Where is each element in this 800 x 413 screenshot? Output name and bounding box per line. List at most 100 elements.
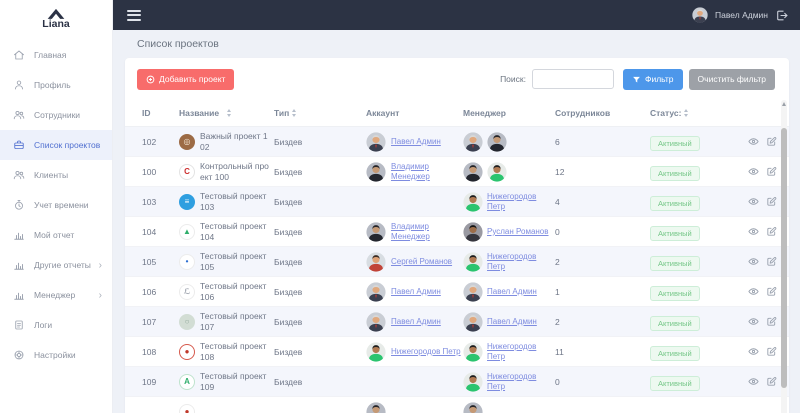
edit-icon[interactable] [766,196,777,207]
edit-icon[interactable] [766,136,777,147]
add-project-button[interactable]: Добавить проект [137,68,235,90]
actions-cell [735,196,789,207]
scroll-up-icon[interactable] [781,102,786,106]
project-name-cell: C Контрольный проект 100 [179,161,274,182]
column-header[interactable]: Название [179,108,274,118]
home-icon [13,49,25,61]
sidebar-item-settings[interactable]: Настройки [0,340,112,370]
edit-icon[interactable] [766,166,777,177]
account-cell: Владимир Менеджер [366,162,463,182]
search-input[interactable] [531,69,614,89]
project-name-cell: ○ Тестовый проект 107 [179,311,274,332]
sidebar-item-my-report[interactable]: Мой отчет [0,220,112,250]
project-type: Биздев [274,286,303,297]
status-badge: Активный [650,195,700,211]
scrollbar-thumb[interactable] [781,128,787,388]
manager-link[interactable]: Нижегородов Петр [487,341,537,361]
clock-icon [13,199,25,211]
actions-cell [735,166,789,177]
sidebar-item-logs[interactable]: Логи [0,310,112,340]
account-link[interactable]: Павел Админ [391,136,441,146]
account-link[interactable]: Павел Админ [391,316,441,326]
project-name: Тестовый проект 108 [200,340,267,362]
user-name[interactable]: Павел Админ [715,10,768,20]
table-row: ● [125,397,789,413]
view-icon[interactable] [748,316,759,327]
table-row: 105 • Тестовый проект 105 Биздев Сергей Рома… [125,247,789,277]
clear-filter-button[interactable]: Очистить фильтр [688,68,775,90]
column-header[interactable]: Тип [274,108,366,118]
sidebar-item-employees[interactable]: Сотрудники [0,100,112,130]
logout-icon[interactable] [775,9,788,22]
vertical-scrollbar[interactable] [781,100,787,413]
manager-link[interactable]: Нижегородов Петр [487,251,537,271]
sort-icon[interactable] [227,109,232,117]
account-avatar [366,341,386,362]
logo-text: Liana [42,18,70,30]
view-icon[interactable] [748,166,759,177]
edit-icon[interactable] [766,316,777,327]
user-avatar[interactable] [692,7,708,23]
view-icon[interactable] [748,196,759,207]
edit-icon[interactable] [766,256,777,267]
employees-count: 2 [555,256,560,267]
project-id: 107 [142,316,157,327]
sidebar-nav: Главная Профиль Сотрудники Список проектов К… [0,40,112,370]
status-badge: Активный [650,135,700,151]
account-link[interactable]: Владимир Менеджер [391,221,430,241]
column-header[interactable]: Статус: [650,108,735,118]
filter-button[interactable]: Фильтр [622,68,683,90]
account-avatar [366,221,386,242]
manager-link[interactable]: Павел Админ [487,316,537,326]
manager-cell: Нижегородов Петр [463,372,555,392]
view-icon[interactable] [748,136,759,147]
users-icon [13,169,25,181]
account-cell: Павел Админ [366,311,463,332]
edit-icon[interactable] [766,376,777,387]
column-header: Менеджер [463,108,506,118]
app-logo[interactable]: Liana [0,0,112,32]
edit-icon[interactable] [766,226,777,237]
manager-link[interactable]: Павел Админ [487,286,537,296]
manager-link[interactable]: Нижегородов Петр [487,371,537,391]
account-link[interactable]: Нижегородов Петр [391,346,461,356]
manager-avatar [463,161,483,182]
account-cell: Павел Админ [366,281,463,302]
view-icon[interactable] [748,286,759,297]
logo-chevron-icon [47,8,65,19]
edit-icon[interactable] [766,346,777,357]
table-row: 106 ℒ Тестовый проект 106 Биздев Павел Админ… [125,277,789,307]
account-avatar [366,251,386,272]
hamburger-menu-icon[interactable] [127,9,141,21]
account-link[interactable]: Павел Админ [391,286,441,296]
edit-icon[interactable] [766,286,777,297]
project-type: Биздев [274,346,303,357]
status-cell: Активный [650,313,735,331]
sidebar-item-projects[interactable]: Список проектов [0,130,112,160]
sidebar-item-time-tracking[interactable]: Учет времени [0,190,112,220]
view-icon[interactable] [748,376,759,387]
project-id: 100 [142,166,157,177]
sort-icon[interactable] [684,109,689,117]
view-icon[interactable] [748,226,759,237]
sidebar-item-label: Клиенты [34,170,69,180]
project-logo-icon: ● [179,403,195,413]
sidebar-item-other-reports[interactable]: Другие отчеты › [0,250,112,280]
manager-link[interactable]: Руслан Романов [487,226,549,236]
briefcase-icon [13,139,25,151]
account-cell: Павел Админ [366,131,463,152]
sidebar-item-profile[interactable]: Профиль [0,70,112,100]
project-type: Биздев [274,166,303,177]
status-cell: Активный [650,133,735,151]
sidebar-item-clients[interactable]: Клиенты [0,160,112,190]
account-link[interactable]: Сергей Романов [391,256,453,266]
manager-link[interactable]: Нижегородов Петр [487,191,537,211]
view-icon[interactable] [748,256,759,267]
sidebar-item-home[interactable]: Главная [0,40,112,70]
sort-icon[interactable] [292,109,297,117]
account-link[interactable]: Владимир Менеджер [391,161,430,181]
project-logo-icon: • [179,253,195,270]
view-icon[interactable] [748,346,759,357]
sidebar-item-manager[interactable]: Менеджер › [0,280,112,310]
